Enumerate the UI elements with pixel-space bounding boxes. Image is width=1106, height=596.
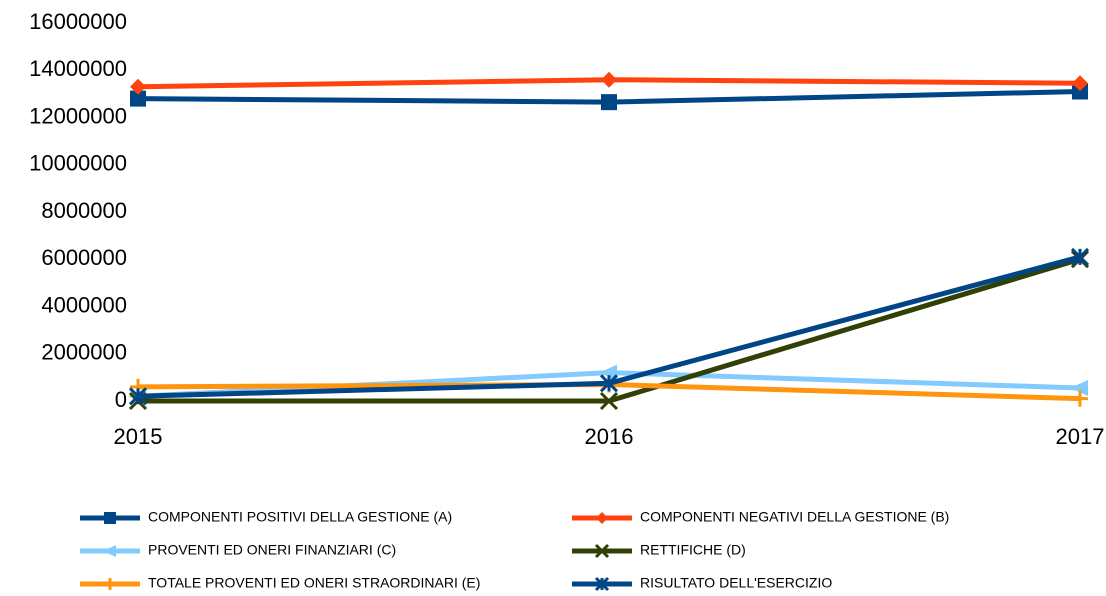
marker [130,90,146,107]
marker [1070,247,1090,266]
marker [1072,83,1088,100]
legend-label: TOTALE PROVENTI ED ONERI STRAORDINARI (E… [148,575,480,591]
y-tick-label: 0 [115,387,127,412]
legend-label: RISULTATO DELL'ESERCIZIO [640,575,832,591]
marker [130,78,146,95]
y-tick-label: 12000000 [29,103,127,128]
legend-marker [104,512,116,524]
x-tick-label: 2015 [114,424,163,449]
marker [601,71,617,88]
y-tick-label: 2000000 [41,340,127,365]
legend-label: PROVENTI ED ONERI FINANZIARI (C) [148,542,396,558]
marker [601,94,617,111]
y-tick-label: 10000000 [29,151,127,176]
x-tick-label: 2017 [1056,424,1105,449]
legend-marker [594,543,610,559]
legend-label: RETTIFICHE (D) [640,542,746,558]
legend-marker [594,576,610,592]
y-tick-label: 14000000 [29,56,127,81]
marker [599,391,619,411]
legend-label: COMPONENTI POSITIVI DELLA GESTIONE (A) [148,509,452,525]
y-tick-label: 8000000 [41,198,127,223]
marker [1072,390,1088,407]
legend-marker [596,512,608,524]
marker [1070,380,1088,397]
legend-marker [102,545,116,557]
marker [599,374,619,393]
y-tick-label: 4000000 [41,292,127,317]
marker [1072,75,1088,92]
marker [599,364,617,381]
y-tick-label: 16000000 [29,9,127,34]
marker [128,387,148,406]
x-tick-label: 2016 [585,424,634,449]
legend-label: COMPONENTI NEGATIVI DELLA GESTIONE (B) [640,509,949,525]
legend-marker [104,578,116,590]
y-tick-label: 6000000 [41,245,127,270]
